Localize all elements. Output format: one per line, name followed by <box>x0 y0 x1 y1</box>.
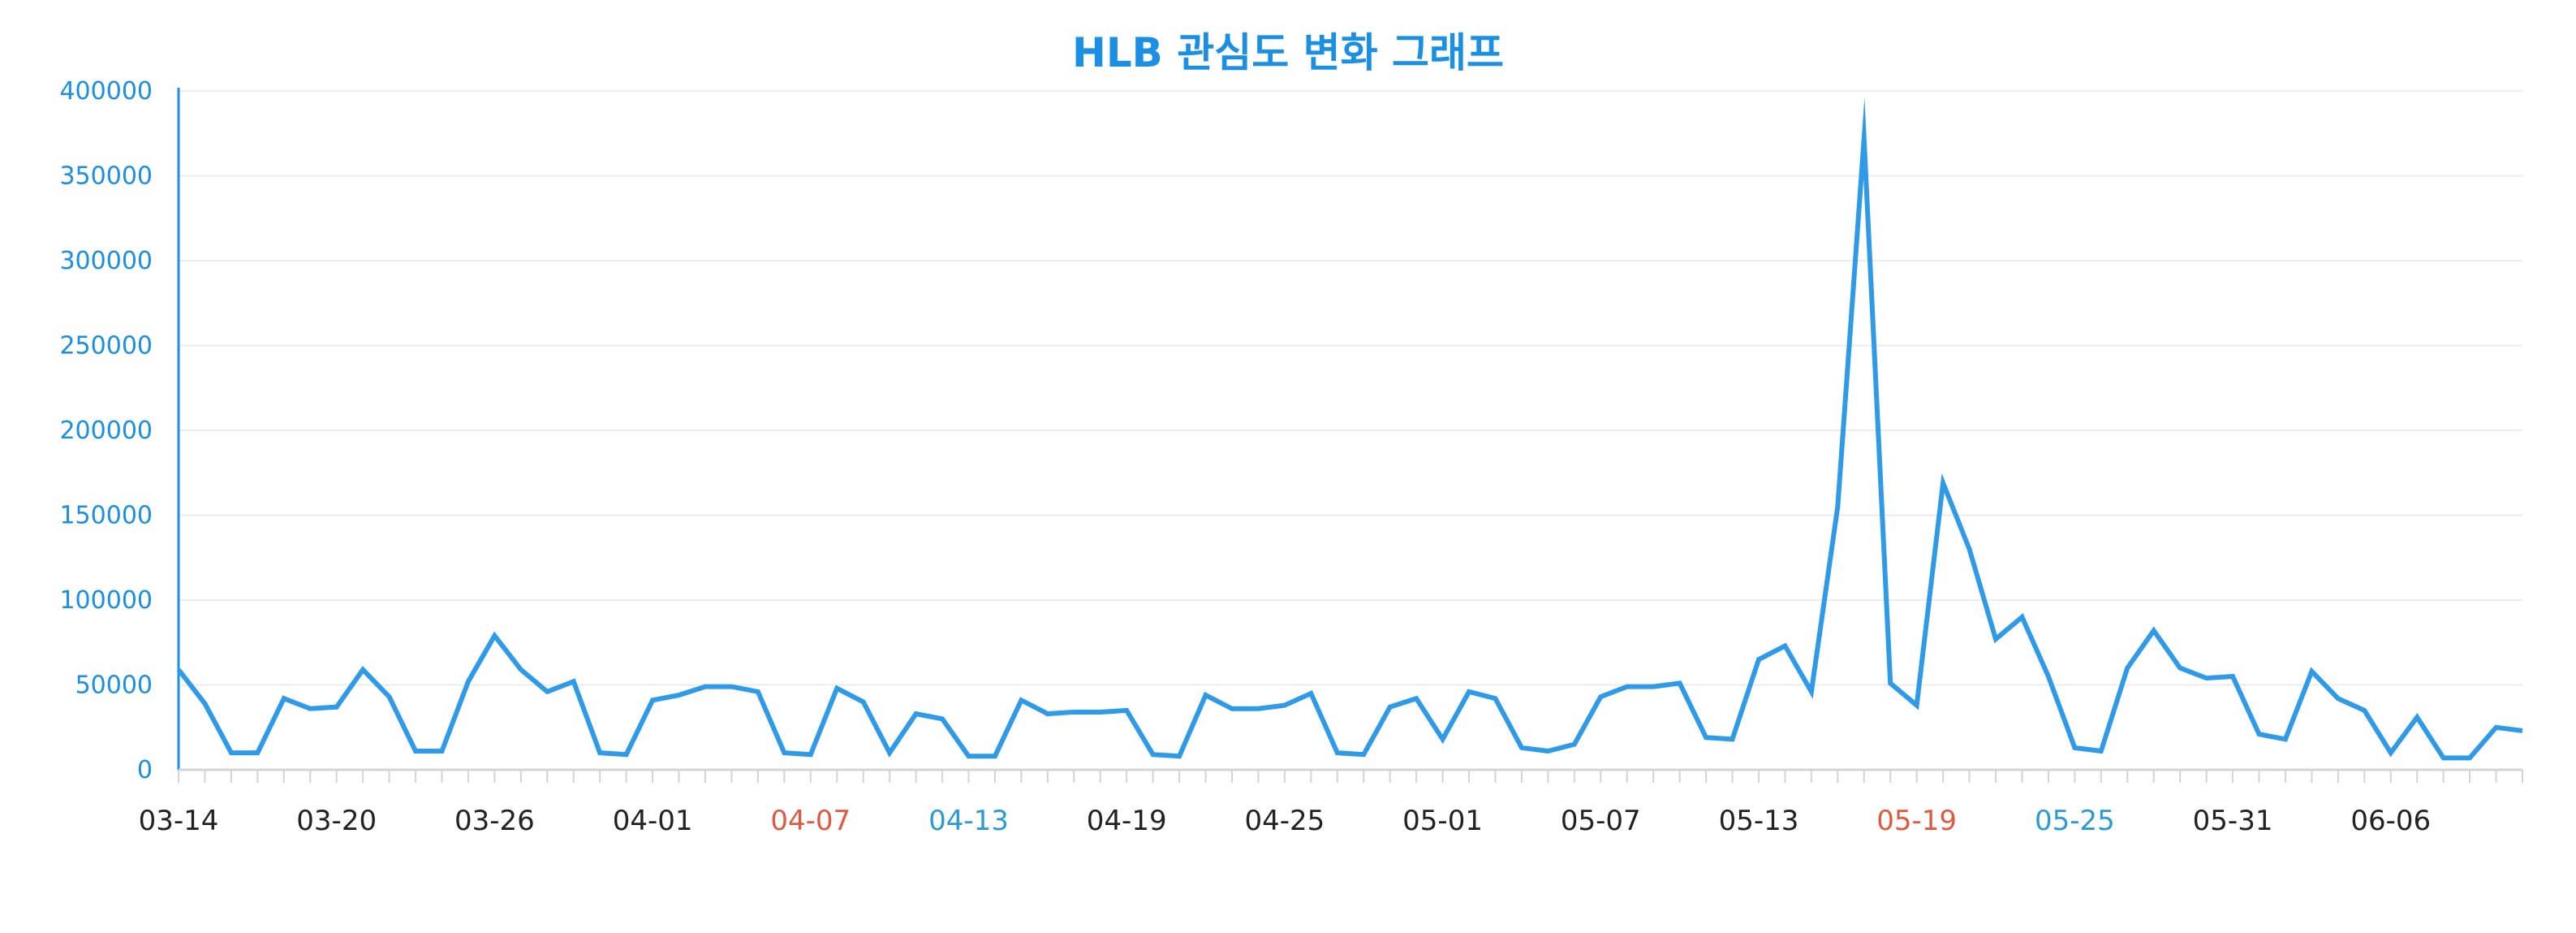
y-tick-label: 400000 <box>59 77 153 106</box>
x-tick-label: 03-20 <box>296 805 377 837</box>
grid-lines <box>179 90 2522 686</box>
series-line <box>176 97 2523 761</box>
y-tick-label: 350000 <box>59 162 153 191</box>
y-tick-label: 300000 <box>59 247 153 275</box>
x-axis-ticks: 03-14 03-20 03-26 04-01 04-07 04-13 04-19 04-25… <box>139 805 2432 837</box>
x-tick-label: 06-06 <box>2350 805 2431 837</box>
y-axis-ticks: 0 50000 100000 150000 200000 250000 300000 3500… <box>59 77 153 784</box>
x-tick-label: 05-19 <box>1876 805 1957 837</box>
x-tick-label: 04-01 <box>613 805 693 837</box>
y-tick-label: 0 <box>137 756 153 784</box>
x-tick-label: 05-07 <box>1561 805 1641 837</box>
x-tick-label: 04-19 <box>1087 805 1167 837</box>
y-tick-label: 100000 <box>59 586 153 615</box>
x-tick-label: 03-14 <box>139 805 219 837</box>
y-tick-label: 150000 <box>59 502 153 530</box>
x-tick-label: 04-25 <box>1244 805 1325 837</box>
y-tick-label: 200000 <box>59 417 153 445</box>
x-tick-label: 04-13 <box>928 805 1009 837</box>
y-tick-label: 250000 <box>59 332 153 361</box>
x-tick-label: 05-31 <box>2193 805 2273 837</box>
chart-title: HLB 관심도 변화 그래프 <box>1072 29 1504 76</box>
x-tick-label: 03-26 <box>454 805 535 837</box>
x-tick-label: 04-07 <box>770 805 851 837</box>
x-tick-label: 05-25 <box>2035 805 2115 837</box>
x-tick-label: 05-13 <box>1719 805 1799 837</box>
y-tick-label: 50000 <box>75 672 153 700</box>
series <box>176 97 2523 761</box>
x-tick-label: 05-01 <box>1402 805 1483 837</box>
axes <box>177 88 2523 783</box>
